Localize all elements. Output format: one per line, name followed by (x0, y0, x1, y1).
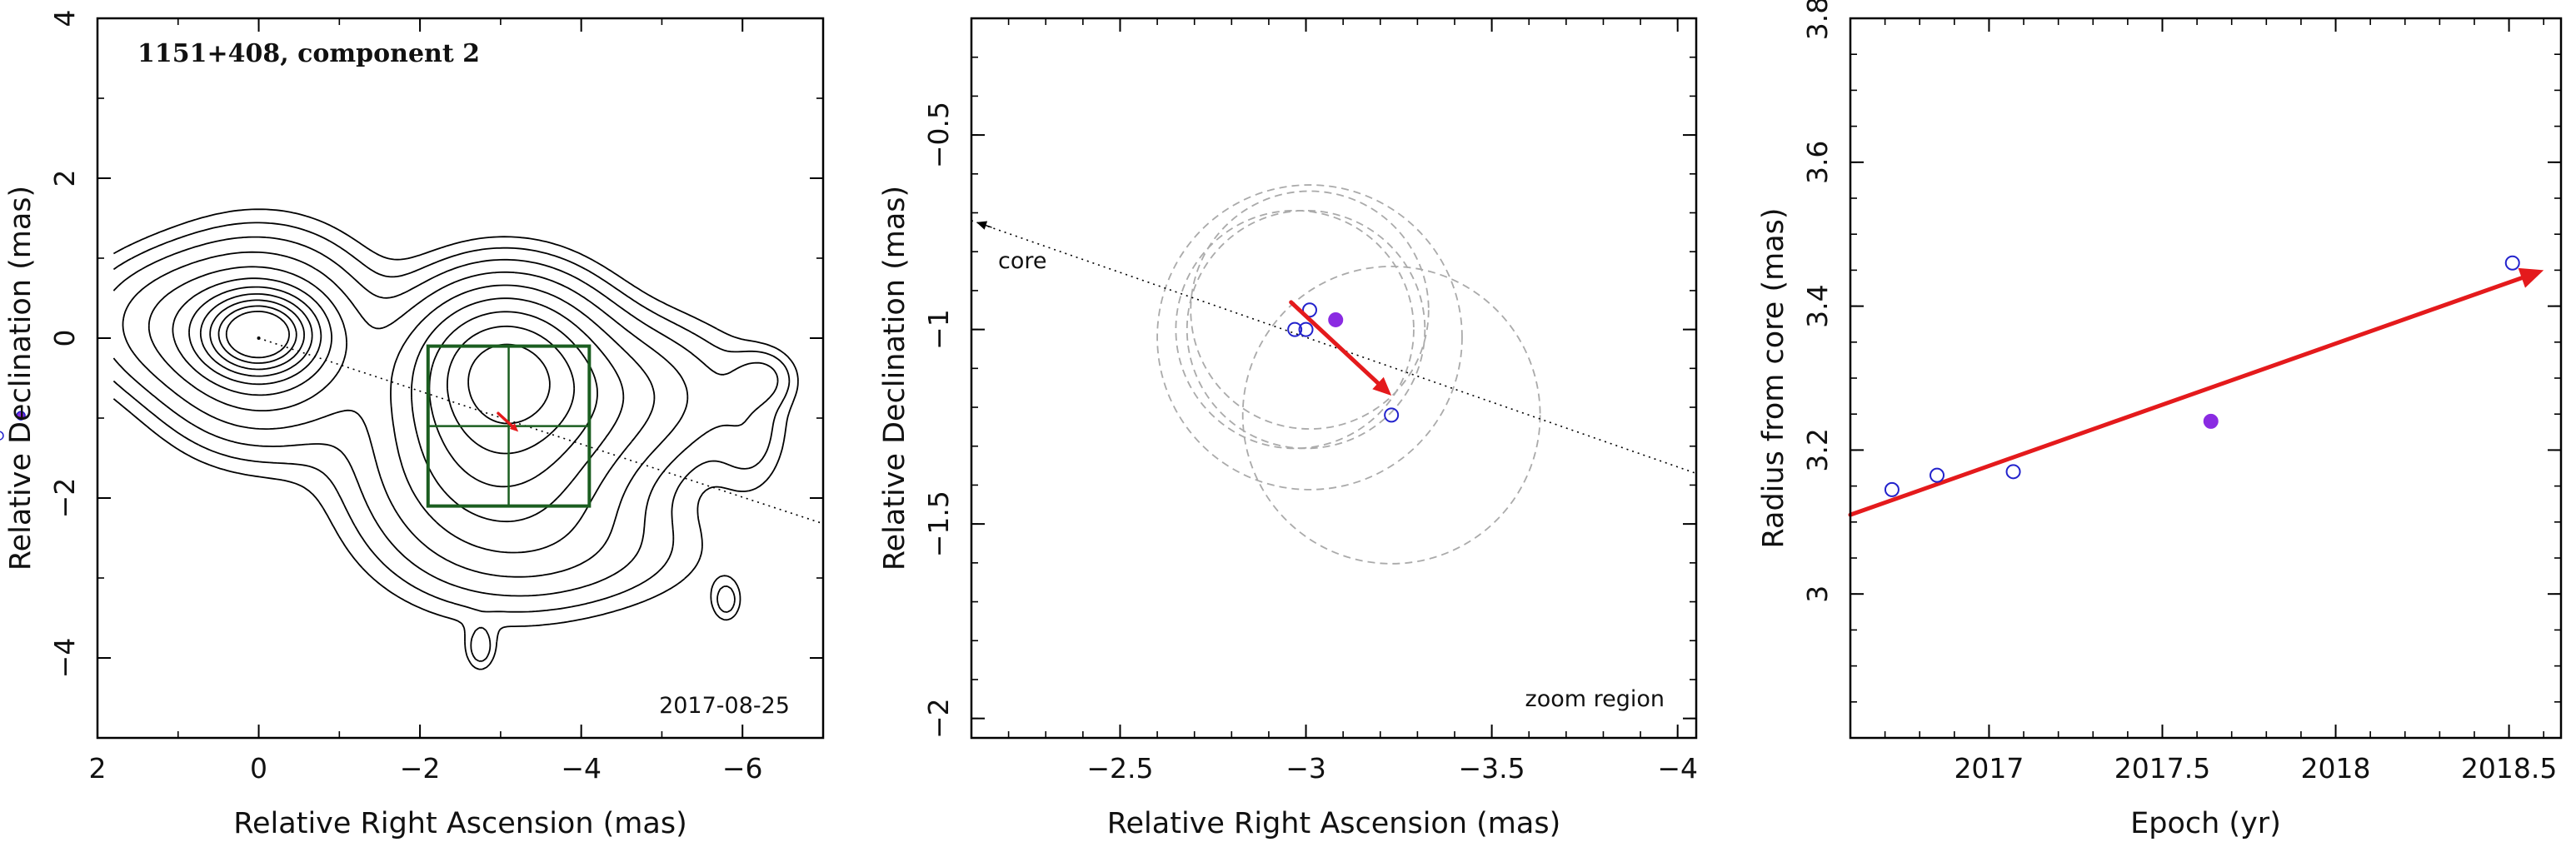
x-tick-label: 2 (89, 752, 107, 785)
error-circle (1156, 184, 1463, 491)
contour-level (122, 251, 689, 578)
x-tick-label: −2 (400, 752, 441, 785)
component-point (0, 431, 4, 441)
position-point (1328, 311, 1344, 327)
panel2-marks (971, 184, 1696, 565)
contour-level (112, 236, 779, 597)
x-tick-label: 2017 (1954, 752, 2024, 785)
core-direction-label: core (998, 248, 1046, 274)
y-tick-label: 3.6 (1801, 141, 1834, 184)
contour-level (172, 277, 625, 523)
panel3-x-axis-label: Epoch (yr) (2130, 807, 2281, 840)
panel1-x-axis-label: Relative Right Ascension (mas) (233, 807, 686, 840)
error-circle (1241, 266, 1541, 565)
panel2-x-axis-label: Relative Right Ascension (mas) (1107, 807, 1560, 840)
panel2-frame (970, 17, 1698, 740)
x-tick-label: −3.5 (1459, 752, 1525, 785)
x-tick-label: 2018.5 (2461, 752, 2557, 785)
core-pointer-arrow-shaft (985, 224, 992, 228)
x-tick-label: −6 (722, 752, 763, 785)
contour-level (217, 305, 297, 364)
radius-point (2504, 255, 2520, 271)
error-circle (1186, 209, 1426, 450)
contour-level (199, 293, 576, 455)
panel3-ticks: 2017 2017.5 2018 2018.5 3 3.2 3.4 3.6 3.8 (1801, 0, 2561, 785)
position-point (1302, 302, 1317, 318)
panel3-frame (1849, 17, 2563, 740)
x-tick-label: −4 (1657, 752, 1698, 785)
y-tick-label: −1.5 (922, 491, 955, 557)
contour-level (147, 266, 656, 554)
panel1-frame (96, 17, 825, 740)
panel2-y-axis-label: Relative Declination (mas) (878, 186, 911, 570)
y-tick-label: −2 (922, 698, 955, 739)
x-tick-label: 2018 (2301, 752, 2371, 785)
contour-level (225, 311, 290, 359)
y-tick-label: −1 (922, 309, 955, 350)
radius-point (2203, 413, 2219, 429)
panel-zoom-region: core zoom region −2.5 −3 −3.5 −4 −2 −1.5 −1 −0.… (878, 17, 1698, 840)
motion-arrow-shaft (497, 411, 514, 428)
position-point (1298, 321, 1314, 337)
y-tick-label: −4 (48, 638, 81, 679)
panel-radius-vs-epoch: 2017 2017.5 2018 2018.5 3 3.2 3.4 3.6 3.8 Epoch … (1757, 0, 2563, 840)
y-tick-label: 2 (48, 170, 81, 187)
motion-arrow-shaft (1289, 300, 1380, 386)
panel-contour-map: 1151+408, component 2 2017-08-25 2 0 −2 −4 −… (0, 10, 825, 840)
line-to-core (971, 220, 1696, 475)
x-tick-label: −3 (1286, 752, 1326, 785)
x-tick-label: 2017.5 (2114, 752, 2210, 785)
x-tick-label: −2.5 (1086, 752, 1153, 785)
panel3-y-axis-label: Radius from core (mas) (1757, 207, 1790, 548)
motion-arrow-head (1372, 376, 1392, 396)
panel1-title: 1151+408, component 2 (137, 39, 480, 68)
y-tick-label: −2 (48, 478, 81, 519)
component-point (16, 411, 26, 421)
panel1-ticks: 2 0 −2 −4 −6 −4 −2 0 2 4 (48, 10, 824, 785)
radius-point (1884, 481, 1900, 497)
position-point (1384, 407, 1400, 423)
position-point (1287, 321, 1303, 337)
error-circle (1175, 209, 1415, 450)
contour-level (112, 208, 799, 670)
trend-arrow-shaft (1848, 276, 2524, 517)
panel1-marks (0, 336, 824, 525)
contour-level (112, 222, 791, 662)
y-tick-label: 3.8 (1801, 0, 1834, 40)
y-tick-label: 3.2 (1801, 428, 1834, 471)
core-pointer-arrow-head (976, 221, 988, 230)
y-tick-label: 3 (1801, 585, 1834, 603)
zoom-region-label: zoom region (1525, 686, 1665, 712)
y-tick-label: 4 (48, 10, 81, 27)
y-tick-label: 0 (48, 330, 81, 347)
contour-level (188, 286, 598, 488)
radius-point (1930, 467, 1945, 483)
motion-arrow-head (509, 423, 519, 432)
contour-level (209, 299, 551, 425)
y-tick-label: 3.4 (1801, 284, 1834, 327)
panel1-y-axis-label: Relative Declination (mas) (4, 186, 37, 570)
core-marker (257, 336, 261, 340)
panel2-ticks: −2.5 −3 −3.5 −4 −2 −1.5 −1 −0.5 (922, 17, 1698, 785)
radius-point (2005, 464, 2021, 480)
panel3-marks (1848, 255, 2544, 517)
x-tick-label: 0 (250, 752, 267, 785)
line-to-core (258, 337, 824, 525)
trend-arrow-head (2518, 267, 2544, 288)
observation-date-label: 2017-08-25 (659, 693, 790, 719)
y-tick-label: −0.5 (922, 102, 955, 168)
error-circle (1190, 190, 1430, 430)
x-tick-label: −4 (561, 752, 602, 785)
radio-contours (112, 208, 799, 670)
